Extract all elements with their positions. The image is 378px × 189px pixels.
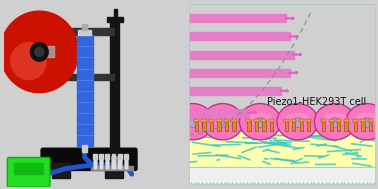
Bar — [361, 120, 365, 131]
Bar — [78, 30, 91, 35]
Bar — [195, 120, 198, 131]
Bar — [269, 119, 274, 122]
Bar — [344, 120, 348, 131]
Ellipse shape — [293, 118, 302, 128]
Bar — [93, 154, 97, 159]
Bar — [306, 119, 311, 122]
Bar — [209, 119, 214, 122]
Ellipse shape — [322, 113, 347, 125]
Bar — [262, 120, 265, 131]
Circle shape — [11, 43, 46, 80]
Bar — [14, 163, 43, 174]
Bar — [105, 163, 123, 178]
Circle shape — [0, 11, 78, 93]
Text: Piezo1-HEK293T cell: Piezo1-HEK293T cell — [266, 97, 366, 107]
Bar — [46, 28, 54, 80]
Bar — [285, 120, 288, 131]
Bar — [354, 120, 357, 131]
Ellipse shape — [188, 118, 197, 128]
Bar — [114, 9, 118, 17]
Bar — [254, 119, 259, 122]
Bar — [360, 119, 366, 122]
Circle shape — [35, 47, 44, 57]
Bar — [189, 167, 376, 185]
FancyBboxPatch shape — [7, 157, 50, 187]
Ellipse shape — [256, 118, 265, 128]
Ellipse shape — [218, 118, 227, 128]
Bar — [336, 119, 341, 122]
Bar — [217, 120, 221, 131]
Bar — [216, 119, 222, 122]
Bar — [110, 20, 119, 154]
Bar — [224, 119, 229, 122]
Bar — [91, 166, 133, 170]
Bar — [112, 154, 115, 159]
Bar — [291, 119, 296, 122]
Bar — [43, 46, 54, 57]
Bar — [247, 120, 251, 131]
Ellipse shape — [277, 104, 318, 140]
Ellipse shape — [248, 113, 273, 125]
Bar — [82, 145, 87, 152]
Ellipse shape — [355, 113, 378, 125]
Bar — [328, 119, 334, 122]
Ellipse shape — [202, 104, 243, 140]
Bar — [330, 120, 333, 131]
Bar — [189, 131, 376, 167]
Ellipse shape — [180, 113, 205, 125]
Bar — [99, 154, 103, 159]
Bar — [118, 154, 122, 159]
Ellipse shape — [210, 113, 235, 125]
Ellipse shape — [314, 104, 356, 140]
Bar — [210, 120, 213, 131]
Bar — [82, 24, 87, 30]
Bar — [353, 119, 358, 122]
Bar — [300, 120, 303, 131]
Bar — [194, 119, 199, 122]
Bar — [284, 119, 289, 122]
Ellipse shape — [330, 118, 339, 128]
Bar — [225, 120, 228, 131]
Bar — [93, 156, 97, 169]
Bar — [246, 119, 251, 122]
Bar — [124, 154, 128, 159]
Bar — [52, 163, 70, 178]
Bar — [337, 120, 340, 131]
Circle shape — [30, 43, 48, 61]
Bar — [201, 119, 207, 122]
Bar — [270, 120, 273, 131]
Ellipse shape — [362, 118, 372, 128]
Bar — [77, 35, 93, 146]
Bar — [255, 120, 258, 131]
Bar — [202, 120, 206, 131]
Bar — [231, 119, 237, 122]
Bar — [292, 120, 296, 131]
Bar — [124, 156, 128, 169]
Bar — [321, 119, 326, 122]
Bar — [307, 120, 310, 131]
Bar — [99, 156, 103, 169]
Bar — [46, 28, 114, 35]
Ellipse shape — [346, 104, 378, 140]
Ellipse shape — [240, 104, 281, 140]
Bar — [299, 119, 304, 122]
Bar — [368, 119, 373, 122]
Ellipse shape — [172, 104, 213, 140]
Bar — [105, 154, 109, 159]
Bar — [111, 156, 116, 169]
Bar — [105, 156, 110, 169]
Bar — [107, 17, 123, 22]
Bar — [261, 119, 266, 122]
Bar — [322, 120, 325, 131]
Bar — [232, 120, 235, 131]
Bar — [118, 156, 122, 169]
Ellipse shape — [285, 113, 310, 125]
FancyBboxPatch shape — [41, 148, 137, 170]
Bar — [344, 119, 349, 122]
Bar — [46, 74, 114, 80]
Bar — [369, 120, 372, 131]
